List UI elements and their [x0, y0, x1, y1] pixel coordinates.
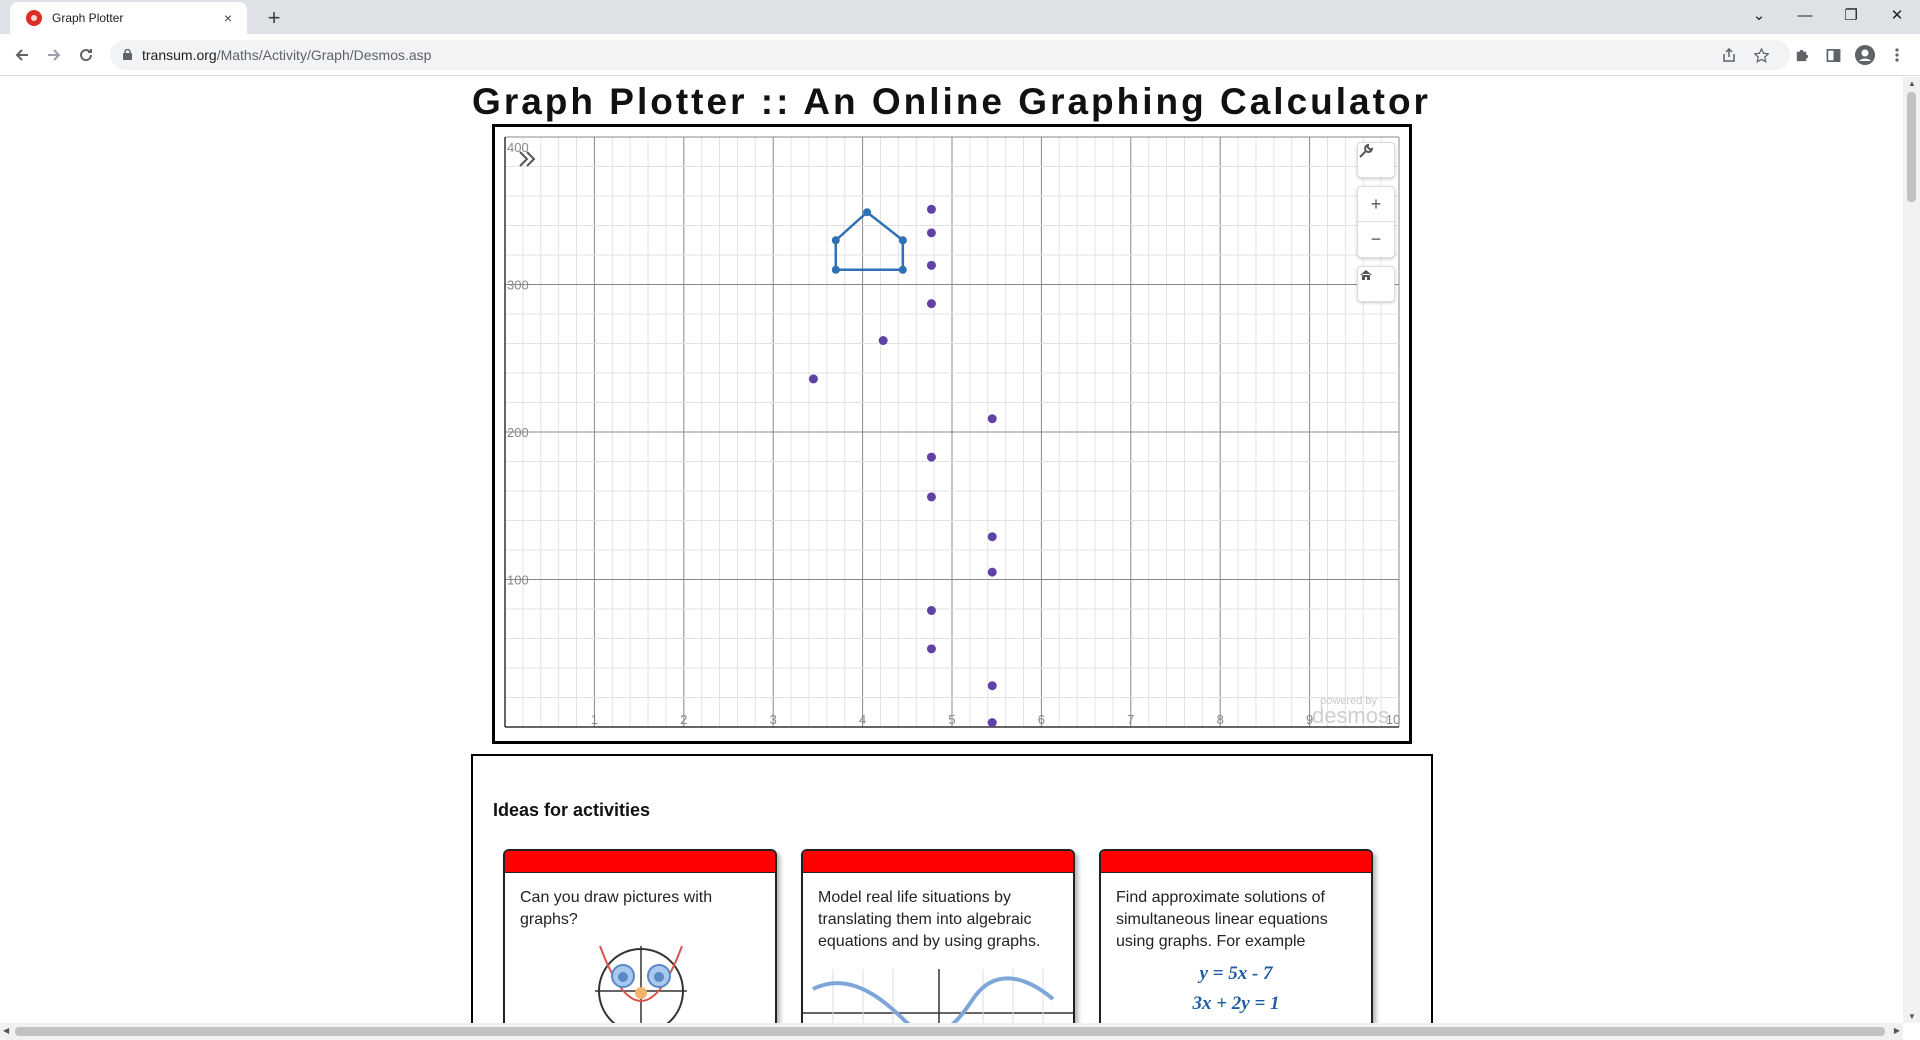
- data-point: [987, 681, 997, 691]
- x-tick-label: 4: [859, 712, 866, 727]
- data-point: [926, 452, 936, 462]
- wave-graph-thumbnail: [803, 969, 1073, 1023]
- card-text: Find approximate solutions of simultaneo…: [1116, 889, 1328, 950]
- x-tick-label: 1: [591, 712, 598, 727]
- polygon-vertex-point: [898, 265, 907, 274]
- scroll-left-icon[interactable]: ◀: [3, 1026, 10, 1035]
- tab-title: Graph Plotter: [52, 11, 124, 25]
- equation-1: y = 5x - 7: [1199, 963, 1273, 984]
- vertical-scrollbar[interactable]: ▲ ▼: [1903, 77, 1920, 1023]
- card-header-bar: [803, 851, 1073, 873]
- site-favicon-icon: [26, 10, 42, 26]
- url-domain: transum.org: [142, 47, 217, 63]
- scroll-down-icon[interactable]: ▼: [1908, 1012, 1916, 1021]
- graph-calculator[interactable]: 1 2 3 4 5 6 7 8 9 10 100 200 300 400 powered by desmos …: [492, 124, 1412, 744]
- profile-avatar-icon[interactable]: [1854, 44, 1876, 66]
- polygon-vertex-point: [831, 236, 840, 245]
- data-point: [926, 605, 936, 615]
- back-arrow-icon: [15, 49, 28, 61]
- browser-menu-icon[interactable]: [1886, 44, 1908, 66]
- data-point: [926, 492, 936, 502]
- reload-button[interactable]: [74, 43, 98, 67]
- new-tab-button[interactable]: +: [267, 5, 281, 30]
- horizontal-scrollbar[interactable]: ◀ ▶: [0, 1023, 1903, 1040]
- forward-button[interactable]: [42, 43, 66, 67]
- graph-settings-button[interactable]: [1357, 142, 1395, 178]
- tab-strip: Graph Plotter × + ⌄ — ❐ ✕: [0, 0, 1920, 34]
- x-tick-label: 9: [1306, 712, 1313, 727]
- address-bar[interactable]: transum.org/Maths/Activity/Graph/Desmos.…: [110, 40, 1790, 70]
- polygon-shape: [834, 210, 905, 271]
- reload-icon: [80, 49, 93, 62]
- card-text: Model real life situations by translatin…: [818, 889, 1041, 950]
- scroll-up-icon[interactable]: ▲: [1908, 79, 1916, 88]
- x-tick-label: 6: [1038, 712, 1045, 727]
- x-tick-label: 2: [680, 712, 687, 727]
- desmos-watermark-caption: powered by: [1320, 695, 1377, 707]
- data-point: [987, 532, 997, 542]
- data-point: [987, 718, 997, 728]
- home-icon: [1360, 270, 1372, 280]
- activities-heading: Ideas for activities: [493, 800, 651, 820]
- page-viewport: Graph Plotter :: An Online Graphing Calc…: [0, 77, 1903, 1023]
- minimize-button[interactable]: —: [1797, 6, 1813, 24]
- data-point: [926, 644, 936, 654]
- activity-card-pictures[interactable]: Can you draw pictures with graphs?: [503, 849, 777, 1023]
- data-point: [987, 567, 997, 577]
- desmos-logo: desmos: [1312, 703, 1389, 728]
- activity-card-real-life[interactable]: Model real life situations by translatin…: [801, 849, 1075, 1023]
- horizontal-scroll-thumb[interactable]: [15, 1027, 1885, 1036]
- data-point: [808, 374, 818, 384]
- polygon-vertex-point: [898, 236, 907, 245]
- y-tick-label: 300: [507, 278, 529, 293]
- x-tick-label: 10: [1386, 712, 1400, 727]
- activities-section: Ideas for activities Can you draw pictur…: [471, 754, 1433, 1023]
- page-title: Graph Plotter :: An Online Graphing Calc…: [472, 81, 1431, 122]
- extensions-puzzle-icon[interactable]: [1790, 44, 1812, 66]
- back-button[interactable]: [10, 43, 34, 67]
- close-window-button[interactable]: ✕: [1890, 7, 1904, 24]
- data-point: [926, 204, 936, 214]
- x-tick-label: 8: [1217, 712, 1224, 727]
- default-view-button[interactable]: [1357, 266, 1395, 302]
- url-text: transum.org/Maths/Activity/Graph/Desmos.…: [142, 47, 431, 63]
- share-icon[interactable]: [1718, 44, 1740, 66]
- zoom-out-button[interactable]: −: [1370, 229, 1382, 249]
- activity-card-simultaneous[interactable]: Find approximate solutions of simultaneo…: [1099, 849, 1373, 1023]
- wrench-icon: [1359, 143, 1374, 158]
- y-tick-label: 200: [507, 425, 529, 440]
- restore-button[interactable]: ❐: [1844, 7, 1858, 24]
- lock-icon: [123, 49, 132, 60]
- vertical-scroll-thumb[interactable]: [1907, 92, 1916, 202]
- polygon-vertex-point: [863, 208, 872, 217]
- tab-close-button[interactable]: ×: [223, 10, 233, 26]
- graph-face-thumbnail: [595, 946, 687, 1023]
- data-point: [926, 260, 936, 270]
- url-path: /Maths/Activity/Graph/Desmos.asp: [216, 47, 432, 63]
- equation-2: 3x + 2y = 1: [1192, 993, 1280, 1014]
- data-point: [926, 299, 936, 309]
- browser-tab[interactable]: Graph Plotter ×: [10, 2, 247, 34]
- x-tick-label: 7: [1127, 712, 1134, 727]
- browser-toolbar: transum.org/Maths/Activity/Graph/Desmos.…: [0, 34, 1920, 76]
- polygon-vertex-point: [831, 265, 840, 274]
- card-header-bar: [1101, 851, 1371, 873]
- x-tick-label: 5: [948, 712, 955, 727]
- card-header-bar: [505, 851, 775, 873]
- card-text: Can you draw pictures with graphs?: [520, 889, 713, 928]
- data-point: [987, 414, 997, 424]
- forward-arrow-icon: [48, 49, 61, 61]
- bookmark-star-icon[interactable]: [1750, 44, 1772, 66]
- x-tick-label: 3: [770, 712, 777, 727]
- y-tick-label: 400: [507, 140, 529, 155]
- zoom-controls: + −: [1357, 186, 1395, 258]
- data-point: [878, 336, 888, 346]
- tab-search-button[interactable]: ⌄: [1752, 7, 1766, 24]
- y-tick-label: 100: [507, 573, 529, 588]
- data-point: [926, 228, 936, 238]
- scroll-right-icon[interactable]: ▶: [1893, 1026, 1900, 1035]
- zoom-in-button[interactable]: +: [1358, 187, 1394, 223]
- side-panel-icon[interactable]: [1822, 44, 1844, 66]
